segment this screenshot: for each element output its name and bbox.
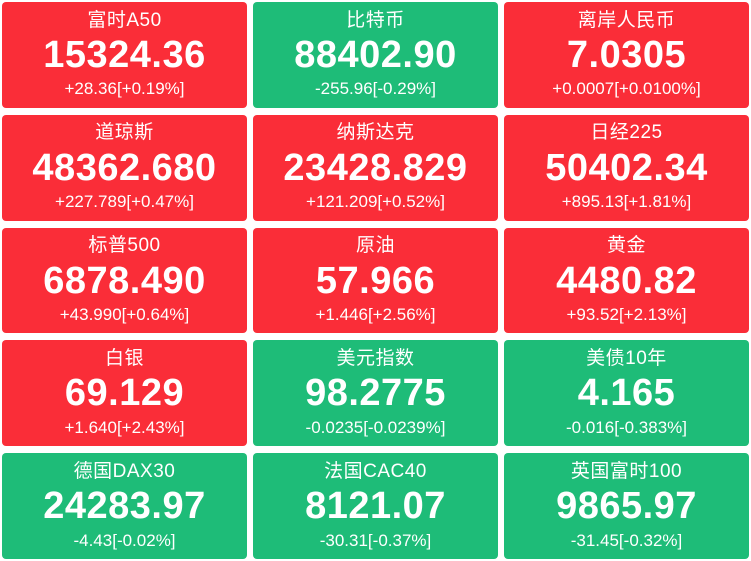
market-tile[interactable]: 日经225 50402.34 +895.13[+1.81%] — [504, 114, 749, 221]
instrument-change: -0.016[-0.383%] — [566, 417, 687, 437]
instrument-name: 美元指数 — [336, 347, 415, 369]
instrument-price: 69.129 — [64, 372, 185, 415]
instrument-name: 日经225 — [590, 122, 663, 144]
instrument-change: +43.990[+0.64%] — [59, 305, 190, 325]
instrument-price: 6878.490 — [43, 259, 206, 302]
market-tile[interactable]: 比特币 88402.90 -255.96[-0.29%] — [253, 2, 498, 108]
instrument-price: 15324.36 — [43, 34, 206, 77]
market-tile[interactable]: 白银 69.129 +1.640[+2.43%] — [2, 340, 247, 447]
market-tile[interactable]: 黄金 4480.82 +93.52[+2.13%] — [504, 227, 749, 334]
market-tile[interactable]: 道琼斯 48362.680 +227.789[+0.47%] — [2, 114, 247, 221]
instrument-price: 24283.97 — [43, 485, 206, 528]
market-tile[interactable]: 美债10年 4.165 -0.016[-0.383%] — [504, 340, 749, 447]
instrument-price: 88402.90 — [294, 34, 457, 77]
instrument-change: -255.96[-0.29%] — [315, 79, 436, 99]
instrument-price: 23428.829 — [283, 146, 468, 189]
market-tile[interactable]: 德国DAX30 24283.97 -4.43[-0.02%] — [2, 453, 247, 559]
instrument-name: 黄金 — [606, 235, 646, 257]
market-tile[interactable]: 法国CAC40 8121.07 -30.31[-0.37%] — [253, 453, 498, 559]
market-tile[interactable]: 富时A50 15324.36 +28.36[+0.19%] — [2, 2, 247, 108]
market-tile[interactable]: 美元指数 98.2775 -0.0235[-0.0239%] — [253, 340, 498, 447]
market-tile[interactable]: 标普500 6878.490 +43.990[+0.64%] — [2, 227, 247, 334]
instrument-price: 98.2775 — [305, 372, 446, 415]
instrument-change: +0.0007[+0.0100%] — [552, 79, 701, 99]
instrument-name: 离岸人民币 — [577, 9, 676, 31]
instrument-change: +93.52[+2.13%] — [566, 305, 687, 325]
instrument-name: 原油 — [355, 235, 395, 257]
instrument-price: 7.0305 — [566, 34, 687, 77]
instrument-name: 比特币 — [346, 9, 405, 31]
market-tile[interactable]: 纳斯达克 23428.829 +121.209[+0.52%] — [253, 114, 498, 221]
instrument-change: -30.31[-0.37%] — [319, 530, 432, 550]
instrument-name: 美债10年 — [586, 347, 667, 369]
instrument-price: 9865.97 — [556, 485, 697, 528]
instrument-name: 标普500 — [88, 235, 161, 257]
instrument-price: 4.165 — [577, 372, 676, 415]
instrument-change: +895.13[+1.81%] — [561, 192, 692, 212]
instrument-change: -0.0235[-0.0239%] — [305, 417, 446, 437]
instrument-change: +1.640[+2.43%] — [64, 417, 185, 437]
instrument-name: 纳斯达克 — [336, 122, 415, 144]
instrument-price: 48362.680 — [32, 146, 217, 189]
instrument-name: 英国富时100 — [570, 460, 683, 482]
instrument-change: +121.209[+0.52%] — [306, 192, 445, 212]
instrument-change: +1.446[+2.56%] — [315, 305, 436, 325]
market-tile[interactable]: 原油 57.966 +1.446[+2.56%] — [253, 227, 498, 334]
market-tile[interactable]: 离岸人民币 7.0305 +0.0007[+0.0100%] — [504, 2, 749, 108]
instrument-change: -4.43[-0.02%] — [73, 530, 176, 550]
instrument-name: 道琼斯 — [95, 122, 154, 144]
instrument-name: 德国DAX30 — [73, 460, 176, 482]
market-tile[interactable]: 英国富时100 9865.97 -31.45[-0.32%] — [504, 453, 749, 559]
instrument-price: 4480.82 — [556, 259, 697, 302]
instrument-price: 8121.07 — [305, 485, 446, 528]
instrument-change: -31.45[-0.32%] — [570, 530, 683, 550]
instrument-name: 富时A50 — [87, 9, 162, 31]
instrument-name: 白银 — [104, 347, 144, 369]
instrument-price: 57.966 — [315, 259, 436, 302]
instrument-name: 法国CAC40 — [324, 460, 427, 482]
instrument-change: +28.36[+0.19%] — [64, 79, 185, 99]
instrument-change: +227.789[+0.47%] — [55, 192, 194, 212]
instrument-price: 50402.34 — [545, 146, 708, 189]
